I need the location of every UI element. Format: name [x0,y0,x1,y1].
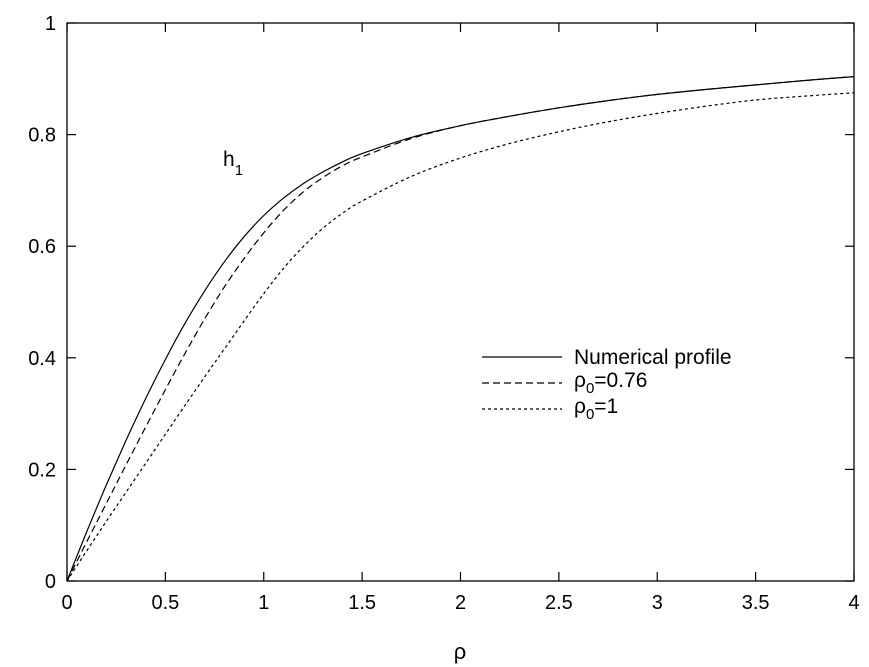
x-tick-label: 4 [848,592,859,614]
series-rho0-1 [66,92,855,582]
series-rho0-076 [66,76,855,582]
x-tick-label: 3 [652,592,663,614]
x-tick-label: 1 [258,592,269,614]
annotation-subscript: 1 [235,162,243,179]
legend-label-rho0-076: ρ0=0.76 [574,369,647,397]
axis-ticks [66,22,855,582]
series-lines [66,76,855,582]
x-tick-label: 2 [455,592,466,614]
y-tick-label: 0.6 [28,236,56,258]
x-axis-label: ρ [454,639,467,664]
y-tick-label: 1 [45,13,56,35]
tick-labels: 0 0.5 1 1.5 2 2.5 3 3.5 4 0 0.2 0.4 0.6 0.8 1 [28,13,859,614]
curve-annotation: h1 [223,148,243,179]
x-tick-label: 2.5 [545,592,573,614]
y-tick-label: 0 [45,571,56,593]
x-tick-label: 0 [61,592,72,614]
legend-label-numerical-profile: Numerical profile [574,346,732,369]
x-tick-label: 3.5 [742,592,770,614]
x-tick-label: 0.5 [151,592,179,614]
legend: Numerical profile ρ0=0.76 ρ0=1 [482,346,732,423]
plot-frame [66,22,855,582]
y-tick-label: 0.4 [28,348,56,370]
series-numerical-profile [66,76,855,582]
legend-label-rho0-1: ρ0=1 [574,395,618,423]
y-tick-label: 0.2 [28,459,56,481]
annotation-base: h [223,148,235,171]
x-tick-label: 1.5 [348,592,376,614]
y-tick-label: 0.8 [28,125,56,147]
